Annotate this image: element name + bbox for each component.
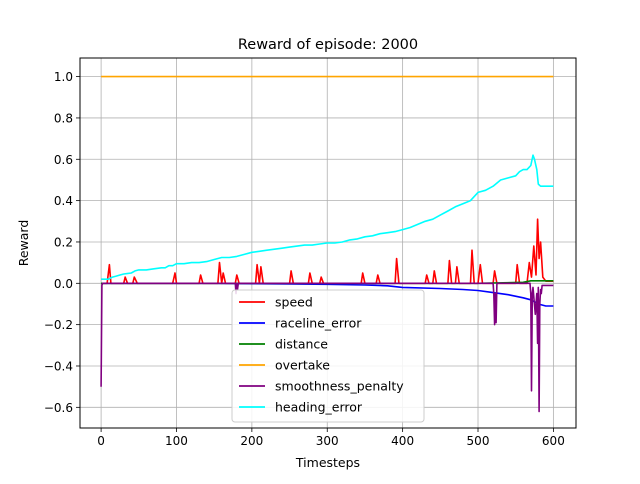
- y-tick-label: 0.0: [54, 277, 73, 291]
- x-tick-label: 600: [542, 434, 565, 448]
- x-tick-label: 400: [391, 434, 414, 448]
- chart-title: Reward of episode: 2000: [238, 37, 418, 53]
- ticks: 0 100 200 300 400 500 600 −0.6 −0.4 −0.2 0.0 0.2 0.4…: [44, 70, 565, 448]
- x-tick-label: 100: [165, 434, 188, 448]
- x-tick-label: 200: [240, 434, 263, 448]
- y-axis-label: Reward: [16, 220, 31, 267]
- y-tick-label: 1.0: [54, 70, 73, 84]
- series-line-smoothness_penalty: [100, 282, 554, 413]
- y-tick-label: 0.4: [54, 194, 73, 208]
- x-tick-label: 0: [97, 434, 105, 448]
- y-tick-label: 0.6: [54, 153, 73, 167]
- x-tick-label: 300: [316, 434, 339, 448]
- legend-label-distance: distance: [275, 337, 328, 352]
- legend-box: [231, 289, 425, 423]
- series-line-heading_error: [101, 154, 554, 281]
- y-tick-label: −0.6: [44, 401, 73, 415]
- legend: speed raceline_error distance overtake smoot…: [231, 289, 425, 423]
- legend-label-overtake: overtake: [275, 358, 330, 373]
- legend-label-raceline_error: raceline_error: [275, 316, 362, 331]
- y-tick-label: 0.8: [54, 111, 73, 125]
- y-tick-label: −0.2: [44, 318, 73, 332]
- legend-label-speed: speed: [275, 295, 313, 310]
- x-axis-label: Timesteps: [295, 455, 360, 470]
- legend-label-heading_error: heading_error: [275, 400, 363, 415]
- series-lines: [100, 75, 554, 413]
- y-tick-label: 0.2: [54, 235, 73, 249]
- legend-label-smoothness_penalty: smoothness_penalty: [275, 379, 404, 394]
- x-tick-label: 500: [467, 434, 490, 448]
- axes-frame: [79, 57, 577, 429]
- y-tick-label: −0.4: [44, 359, 73, 373]
